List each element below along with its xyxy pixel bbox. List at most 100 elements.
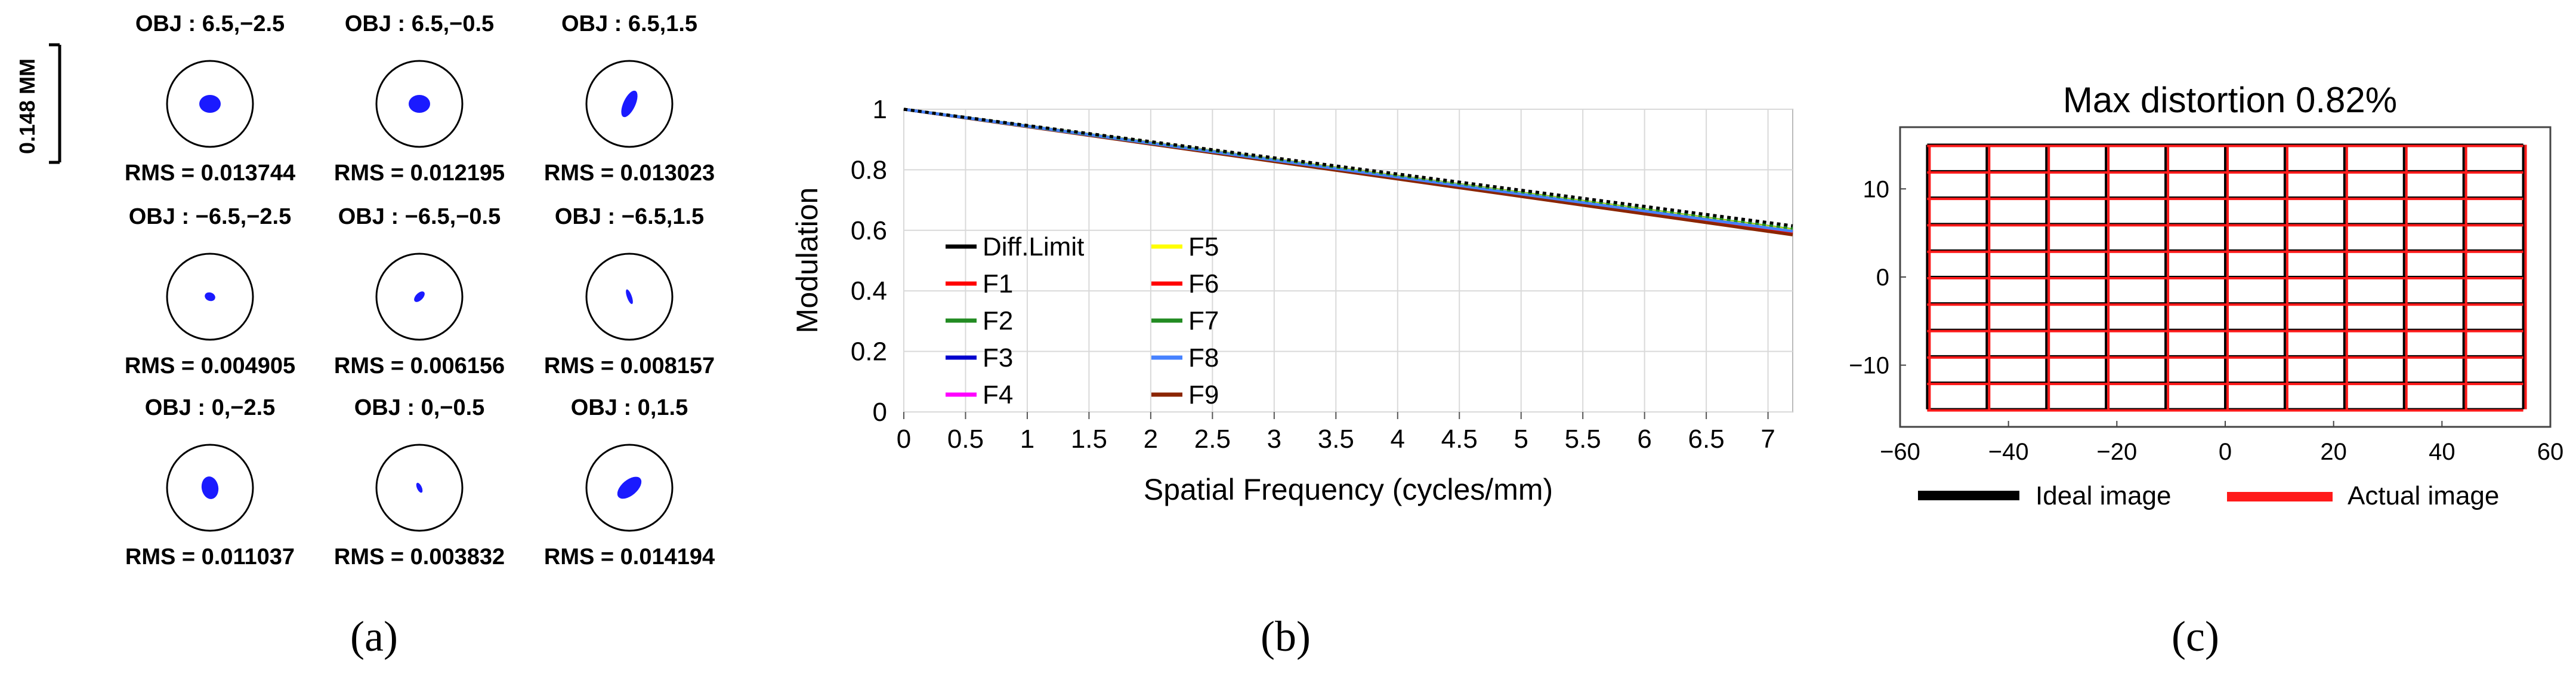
- panel-label-a: (a): [350, 613, 398, 660]
- mtf-legend-label: F6: [1188, 269, 1219, 299]
- spot-obj-label: OBJ : 6.5,−2.5: [135, 11, 285, 36]
- mtf-x-tick-label: 2: [1144, 424, 1158, 454]
- mtf-x-tick-label: 7: [1760, 424, 1775, 454]
- distortion-x-tick-label: −20: [2096, 439, 2137, 465]
- spot-reference-circle: [166, 444, 254, 532]
- spot-obj-label: OBJ : 0,1.5: [571, 395, 688, 420]
- spot-reference-circle: [166, 60, 254, 148]
- mtf-x-tick-label: 4: [1391, 424, 1405, 454]
- mtf-series-line-f8: [903, 107, 1793, 233]
- spot-diagram-panel: 0.148 MM OBJ : 6.5,−2.5 RMS = 0.013744 OBJ…: [15, 11, 715, 570]
- mtf-legend-label: F4: [983, 380, 1013, 410]
- legend-label-actual: Actual image: [2348, 481, 2499, 510]
- mtf-y-tick-label: 0.4: [851, 276, 887, 306]
- distortion-x-tick-label: −60: [1880, 439, 1920, 465]
- distortion-title: Max distortion 0.82%: [2063, 80, 2397, 120]
- spot-obj-label: OBJ : −6.5,−0.5: [338, 204, 501, 229]
- spot-rms-label: RMS = 0.003832: [334, 544, 505, 570]
- spot-obj-label: OBJ : 0,−0.5: [354, 395, 485, 420]
- panel-label-c: (c): [2172, 613, 2219, 660]
- spot-reference-circle: [375, 444, 464, 532]
- distortion-x-tick-label: 40: [2429, 439, 2455, 465]
- distortion-x-ticks: −60 −40 −20 0 20 40 60: [1880, 421, 2563, 465]
- spot-reference-circle: [585, 253, 674, 341]
- spot-rms-label: RMS = 0.011037: [125, 544, 295, 570]
- mtf-legend-label: F9: [1188, 380, 1219, 410]
- spot-rms-label: RMS = 0.013744: [125, 161, 295, 186]
- panel-label-b: (b): [1261, 613, 1311, 660]
- spot-blob: [626, 289, 633, 304]
- mtf-chart: 0 0.5 1 1.5 2 2.5 3 3.5 4 4.5 5 5.5 6 6.5 7 0 0.2 0.4 0.6…: [790, 95, 1793, 506]
- spot-blob: [621, 90, 638, 118]
- distortion-y-tick-label: 10: [1863, 176, 1890, 202]
- mtf-x-tick-label: 5.5: [1565, 424, 1601, 454]
- mtf-legend-label: F3: [983, 343, 1013, 373]
- spot-rms-label: RMS = 0.006156: [334, 353, 505, 378]
- distortion-y-tick-label: −10: [1849, 353, 1889, 379]
- mtf-series-lines: [903, 107, 1793, 236]
- spot-obj-label: OBJ : −6.5,−2.5: [129, 204, 292, 229]
- mtf-legend-label: F7: [1188, 306, 1219, 336]
- scale-bar: 0.148 MM: [15, 43, 61, 164]
- mtf-x-tick-label: 3: [1267, 424, 1281, 454]
- mtf-series-line-f2: [903, 107, 1793, 230]
- distortion-chart: Max distortion 0.82% −60 −40 −20 0 20 40 60 10…: [1849, 80, 2563, 510]
- mtf-x-tick-label: 6: [1637, 424, 1651, 454]
- spot-reference-circle: [375, 60, 464, 148]
- spot-rms-label: RMS = 0.008157: [544, 353, 715, 378]
- mtf-y-tick-label: 0.2: [851, 337, 887, 367]
- mtf-x-tick-label: 6.5: [1688, 424, 1725, 454]
- spot-reference-circle: [375, 253, 464, 341]
- distortion-x-tick-label: 20: [2320, 439, 2347, 465]
- spot-blob: [199, 95, 221, 113]
- distortion-x-tick-label: −40: [1988, 439, 2029, 465]
- mtf-legend-label: F5: [1188, 232, 1219, 261]
- spot-blob: [416, 482, 423, 493]
- spot-blob: [205, 292, 215, 301]
- mtf-x-tick-label: 1.5: [1071, 424, 1107, 454]
- legend-label-ideal: Ideal image: [2036, 481, 2171, 510]
- spot-grid: OBJ : 6.5,−2.5 RMS = 0.013744 OBJ : 6.5,−0…: [125, 11, 715, 570]
- mtf-gridlines: [903, 109, 1793, 413]
- spot-obj-label: OBJ : 6.5,1.5: [561, 11, 697, 36]
- mtf-legend-label: Diff.Limit: [983, 232, 1084, 261]
- spot-reference-circle: [585, 60, 674, 148]
- mtf-x-axis-label: Spatial Frequency (cycles/mm): [1144, 473, 1553, 506]
- mtf-x-tick-label: 3.5: [1318, 424, 1354, 454]
- mtf-x-tick-label: 0.5: [947, 424, 984, 454]
- mtf-series-line-diff-limit: [903, 107, 1793, 227]
- spot-blob: [414, 291, 425, 302]
- spot-blob: [617, 476, 642, 499]
- distortion-x-tick-label: 0: [2219, 439, 2232, 465]
- distortion-y-ticks: 10 0 −10: [1849, 176, 1906, 379]
- distortion-legend: Ideal image Actual image: [1918, 481, 2499, 510]
- mtf-x-tick-label: 5: [1514, 424, 1528, 454]
- mtf-y-ticks: 0 0.2 0.4 0.6 0.8 1: [851, 95, 887, 427]
- spot-blob: [201, 476, 219, 499]
- mtf-y-tick-label: 0.8: [851, 155, 887, 184]
- spot-obj-label: OBJ : −6.5,1.5: [555, 204, 704, 229]
- distortion-grid-lines: [1926, 143, 2527, 412]
- spot-rms-label: RMS = 0.014194: [544, 544, 715, 570]
- spot-rms-label: RMS = 0.004905: [125, 353, 295, 378]
- mtf-x-tick-label: 0: [897, 424, 911, 454]
- spot-rms-label: RMS = 0.013023: [544, 161, 715, 186]
- mtf-x-tick-label: 1: [1020, 424, 1034, 454]
- distortion-x-tick-label: 60: [2537, 439, 2564, 465]
- spot-reference-circle: [585, 444, 674, 532]
- scale-bar-label: 0.148 MM: [15, 59, 39, 154]
- mtf-y-tick-label: 0: [873, 398, 887, 427]
- mtf-y-tick-label: 1: [873, 95, 887, 124]
- mtf-x-tick-label: 4.5: [1441, 424, 1478, 454]
- mtf-y-axis-label: Modulation: [790, 187, 824, 334]
- spot-obj-label: OBJ : 0,−2.5: [145, 395, 276, 420]
- distortion-y-tick-label: 0: [1876, 264, 1889, 291]
- mtf-y-tick-label: 0.6: [851, 216, 887, 245]
- mtf-x-ticks: 0 0.5 1 1.5 2 2.5 3 3.5 4 4.5 5 5.5 6 6.5 7: [897, 412, 1775, 454]
- mtf-x-tick-label: 2.5: [1194, 424, 1231, 454]
- mtf-legend-label: F1: [983, 269, 1013, 299]
- mtf-legend: Diff.Limit F1 F2 F3 F4 F5 F6 F7 F8 F9: [946, 232, 1219, 410]
- spot-rms-label: RMS = 0.012195: [334, 161, 505, 186]
- mtf-legend-label: F8: [1188, 343, 1219, 373]
